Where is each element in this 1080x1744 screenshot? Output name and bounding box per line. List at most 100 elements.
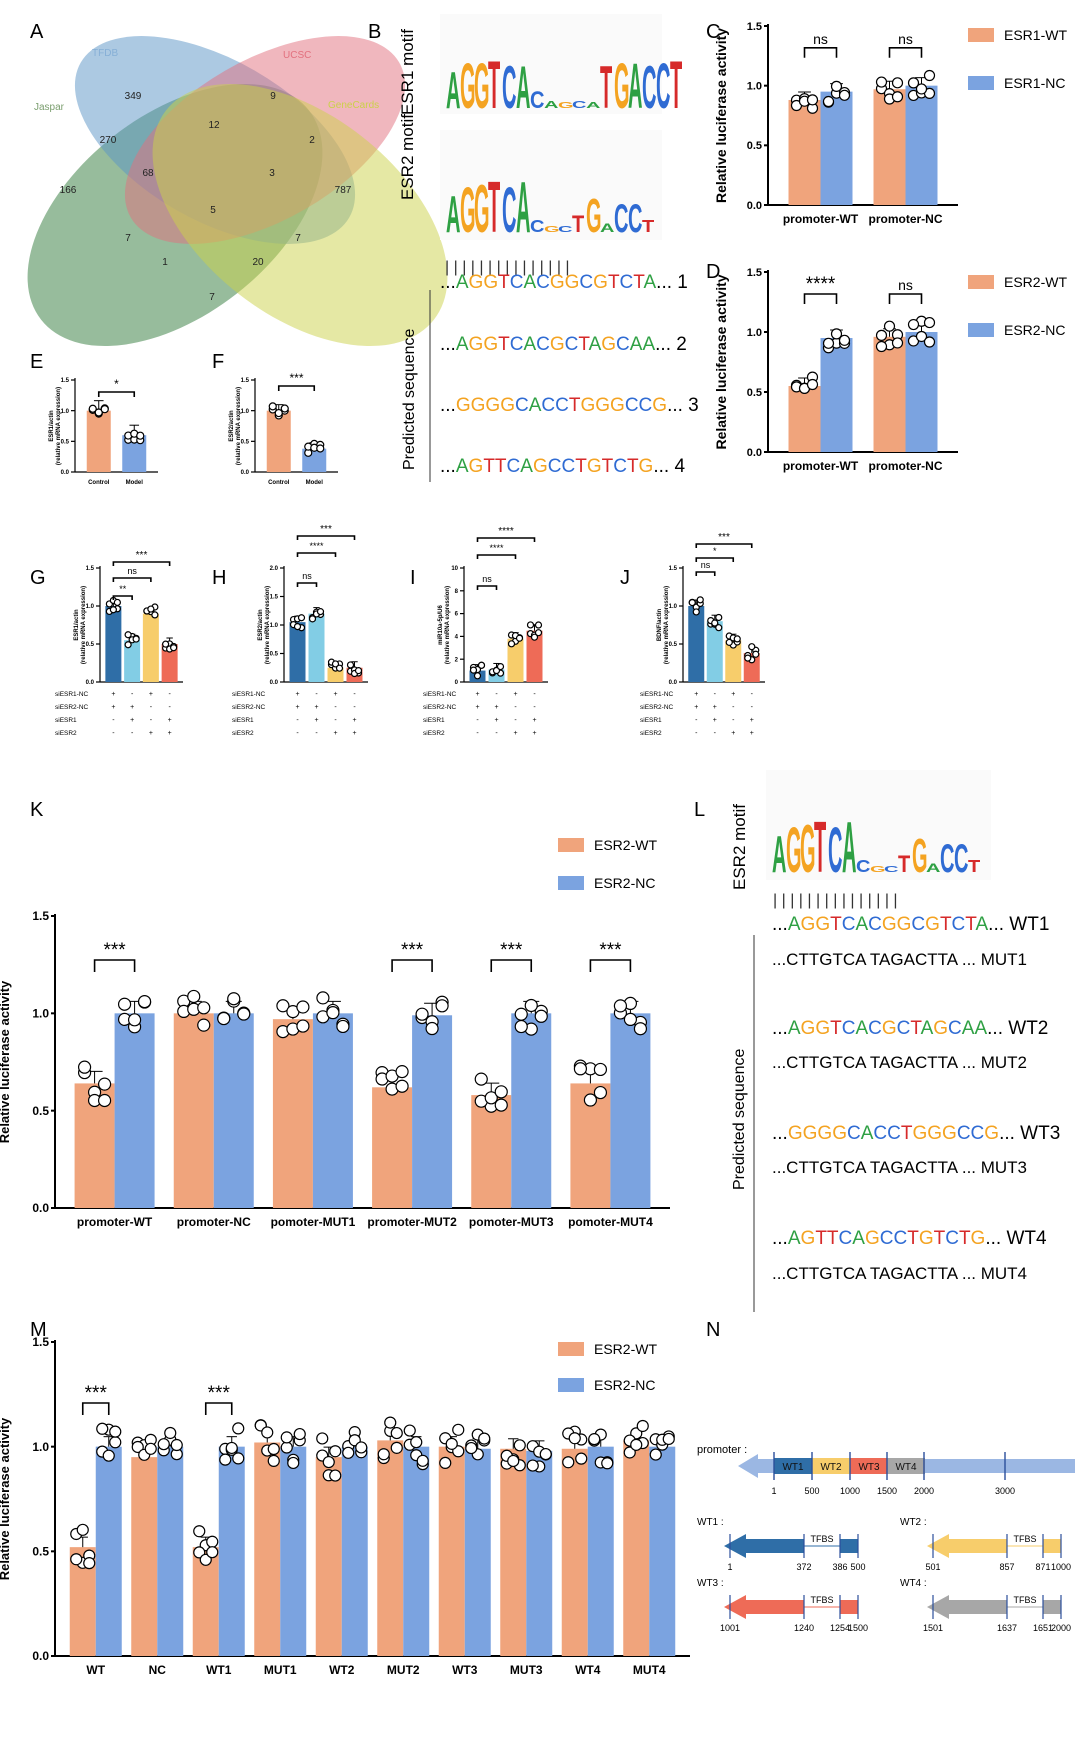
si-sign: + (295, 704, 299, 711)
esr1-sequence-logo: A GGT C A C A GC A T GA C C T (446, 47, 682, 123)
fragment-tick-label: 1637 (997, 1623, 1017, 1633)
x-tick-label: Control (88, 480, 110, 486)
data-point (157, 1438, 170, 1451)
logo-letter: C (530, 217, 545, 237)
si-row-label: siESR1 (423, 717, 445, 724)
data-point (439, 1456, 452, 1470)
si-sign: - (751, 704, 754, 711)
fragment-tick-label: 1240 (794, 1623, 814, 1633)
venn-count: 2 (309, 135, 315, 146)
bar (464, 1448, 491, 1656)
data-point (923, 69, 936, 82)
sequence-base: C (842, 914, 856, 935)
sequence-base: C (897, 1018, 911, 1039)
data-point (524, 998, 538, 1013)
bar (372, 1087, 413, 1208)
bar (312, 1013, 353, 1208)
significance-label: ** (119, 584, 127, 594)
data-point (507, 640, 516, 648)
data-point (583, 1093, 598, 1107)
panel-label-a: A (30, 21, 44, 43)
significance-bracket (695, 543, 753, 548)
data-point (144, 1442, 157, 1455)
sequence-base: G (927, 1123, 942, 1144)
data-point (280, 404, 289, 413)
sequence-base: C (561, 456, 575, 477)
bar (471, 1095, 512, 1208)
si-sign: + (750, 730, 754, 737)
sequence-base: A (523, 334, 536, 355)
y-axis-label: Relative luciferase activity (0, 980, 12, 1143)
data-point (613, 999, 628, 1013)
data-point (346, 661, 355, 669)
y-axis-label: BDNF/actin (657, 609, 663, 642)
sequence-base: A (642, 334, 655, 355)
sequence-suffix: ... WT1 (988, 914, 1049, 935)
venn-count: 787 (335, 185, 352, 196)
sequence-base: G (485, 395, 500, 416)
y-tick-label: 1.0 (669, 604, 678, 610)
sequence-base: G (788, 1123, 803, 1144)
sequence-base: G (801, 914, 816, 935)
significance-bracket (93, 959, 136, 972)
chart-i: 0 2 4 6 8 10 miR10a-5p/U6 (relative mRNA expres… (423, 526, 548, 737)
venn-ellipse-genecards (152, 83, 448, 347)
si-sign: - (495, 730, 498, 737)
y-tick-label: 0.5 (32, 1104, 49, 1118)
data-point (725, 638, 733, 646)
data-point (752, 650, 760, 658)
bar (218, 1446, 245, 1656)
fragment-tfbs-label: TFBS (810, 1534, 833, 1544)
x-tick-label: promoter-NC (869, 459, 943, 473)
sequence-base: G (971, 1228, 986, 1249)
data-point (268, 402, 277, 411)
sequence-base: T (633, 272, 645, 293)
panel-label-m: M (30, 1319, 47, 1341)
legend-swatch (968, 28, 994, 42)
data-point (806, 378, 819, 391)
sequence-base: C (613, 456, 627, 477)
sequence-prefix: ... (772, 1018, 788, 1039)
data-point (688, 598, 696, 607)
bar (280, 1446, 307, 1656)
logo-letter: C (572, 100, 586, 111)
sequence-base: G (565, 272, 580, 293)
si-sign: + (352, 717, 356, 724)
si-sign: + (111, 704, 115, 711)
significance-bracket (277, 385, 316, 391)
b-predicted-label: Predicted sequence (401, 328, 418, 470)
si-sign: - (168, 691, 171, 698)
significance-label: *** (289, 371, 303, 385)
si-sign: + (750, 717, 754, 724)
bar (500, 1448, 527, 1656)
venn-count: 349 (125, 91, 142, 102)
logo-letter: G (474, 171, 490, 247)
data-point (410, 1436, 423, 1449)
data-point (308, 615, 317, 623)
data-point (280, 1431, 293, 1444)
data-point (923, 316, 936, 329)
significance-label: *** (85, 1383, 108, 1404)
sequence-base: T (627, 456, 639, 477)
y-tick-label: 0.0 (241, 470, 250, 476)
y-tick-label: 1.5 (241, 378, 250, 384)
sequence-base: G (500, 395, 515, 416)
data-point (225, 1441, 238, 1455)
significance-label: **** (309, 541, 324, 551)
data-point (822, 337, 835, 349)
chart-g: 0.0 0.5 1.0 1.5 ESR1/actin (relative mRNA exp… (55, 550, 183, 737)
data-point (70, 1553, 83, 1566)
venn-count: 7 (125, 233, 131, 244)
sequence-base: A (788, 914, 801, 935)
data-point (530, 633, 539, 641)
significance-label: *** (208, 1383, 231, 1404)
bar (341, 1446, 368, 1656)
esr2-sequence-logo: A GGT C A C GC T GA C C T (446, 168, 655, 248)
bar (725, 640, 742, 682)
venn-count: 166 (60, 185, 77, 196)
si-sign: + (513, 730, 517, 737)
data-point (514, 1007, 528, 1021)
si-sign: - (150, 704, 153, 711)
si-sign: + (149, 691, 153, 698)
legend-swatch (558, 1342, 584, 1356)
